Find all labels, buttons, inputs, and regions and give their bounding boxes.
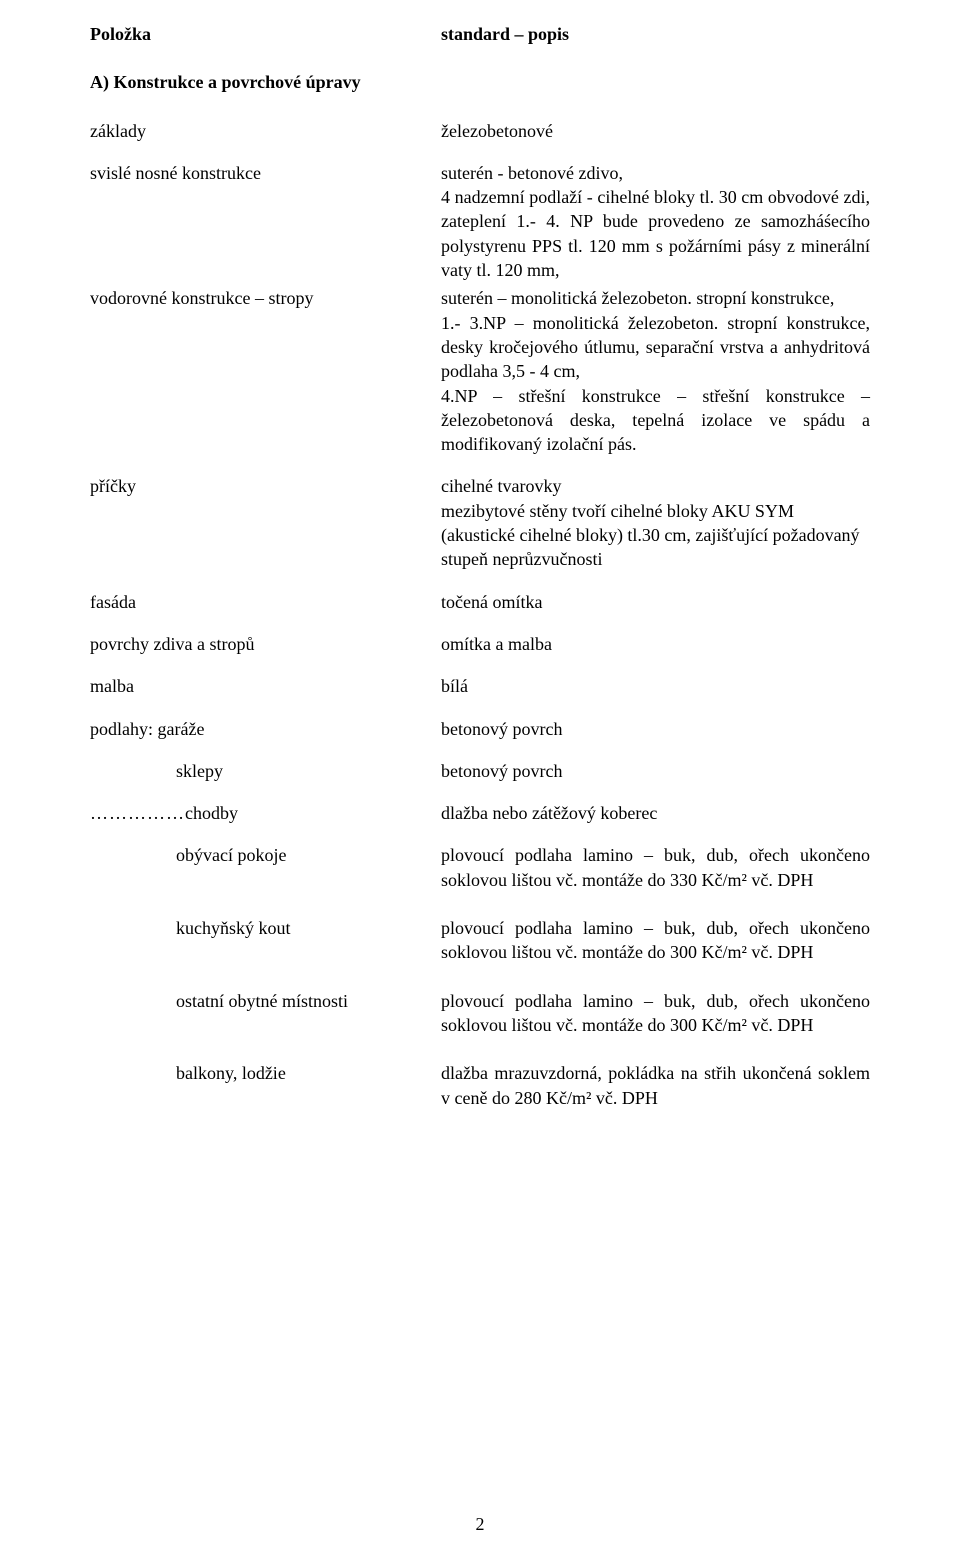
svisle-label: svislé nosné konstrukce (90, 161, 441, 282)
povrchy-label: povrchy zdiva a stropů (90, 632, 441, 656)
page-number: 2 (0, 1512, 960, 1536)
vodorovne-value: suterén – monolitická železobeton. strop… (441, 286, 870, 456)
fasada-label: fasáda (90, 590, 441, 614)
podlahy-garaze-value: betonový povrch (441, 717, 870, 741)
chodby-text: chodby (185, 803, 238, 823)
podlahy-obyvaci-value: plovoucí podlaha lamino – buk, dub, ořec… (441, 843, 870, 892)
podlahy-sklepy-label: sklepy (90, 759, 441, 783)
podlahy-ostatni-value: plovoucí podlaha lamino – buk, dub, ořec… (441, 989, 870, 1038)
podlahy-chodby-value: dlažba nebo zátěžový koberec (441, 801, 870, 825)
zaklady-value: železobetonové (441, 119, 870, 143)
vodorovne-label: vodorovné konstrukce – stropy (90, 286, 441, 456)
malba-label: malba (90, 674, 441, 698)
podlahy-sklepy-value: betonový povrch (441, 759, 870, 783)
podlahy-ostatni-label: ostatní obytné místnosti (90, 989, 441, 1038)
fasada-value: točená omítka (441, 590, 870, 614)
podlahy-chodby-label: ……………chodby (90, 801, 441, 825)
pricky-label: příčky (90, 474, 441, 571)
podlahy-balkony-value: dlažba mrazuvzdorná, pokládka na střih u… (441, 1061, 870, 1110)
dots-leader: …………… (90, 803, 185, 823)
podlahy-balkony-label: balkony, lodžie (90, 1061, 441, 1110)
podlahy-garaze-label: podlahy: garáže (90, 717, 441, 741)
header-right: standard – popis (441, 22, 870, 46)
podlahy-kuchyn-label: kuchyňský kout (90, 916, 441, 965)
header-left: Položka (90, 22, 441, 46)
zaklady-label: základy (90, 119, 441, 143)
svisle-value: suterén - betonové zdivo,4 nadzemní podl… (441, 161, 870, 282)
section-a-title: A) Konstrukce a povrchové úpravy (90, 70, 441, 94)
podlahy-kuchyn-value: plovoucí podlaha lamino – buk, dub, ořec… (441, 916, 870, 965)
podlahy-obyvaci-label: obývací pokoje (90, 843, 441, 892)
malba-value: bílá (441, 674, 870, 698)
povrchy-value: omítka a malba (441, 632, 870, 656)
pricky-value: cihelné tvarovkymezibytové stěny tvoří c… (441, 474, 870, 571)
